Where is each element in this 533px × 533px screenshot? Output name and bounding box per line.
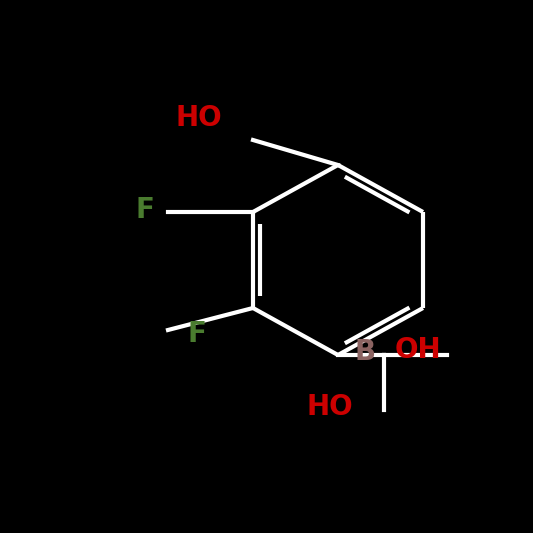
Text: HO: HO	[175, 104, 222, 132]
Text: F: F	[188, 320, 206, 348]
Text: B: B	[354, 338, 376, 366]
Text: OH: OH	[395, 336, 442, 364]
Text: HO: HO	[306, 393, 353, 421]
Text: F: F	[135, 196, 155, 224]
